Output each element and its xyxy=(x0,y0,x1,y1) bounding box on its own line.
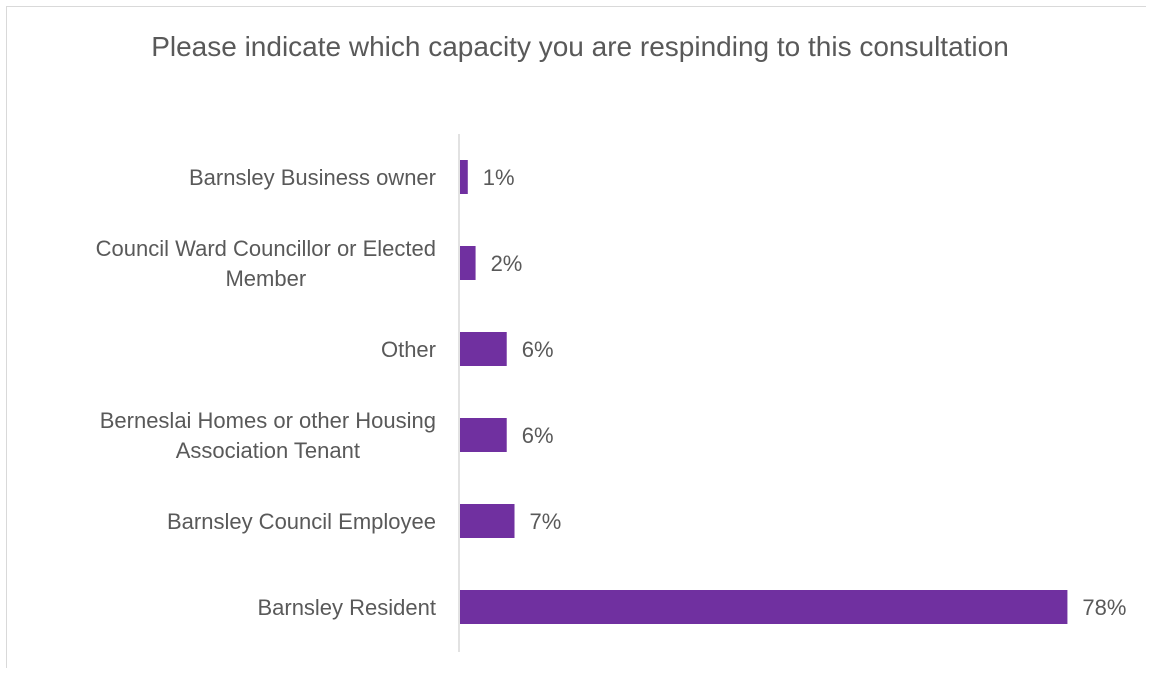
data-label: 2% xyxy=(491,251,523,276)
data-label: 6% xyxy=(522,423,554,448)
category-label: Other xyxy=(381,337,436,362)
data-label: 78% xyxy=(1082,595,1126,620)
data-label: 1% xyxy=(483,165,515,190)
bar xyxy=(460,160,468,194)
category-label: Berneslai Homes or other Housing Associat… xyxy=(100,408,436,463)
chart-frame xyxy=(6,6,1146,668)
category-label: Barnsley Business owner xyxy=(189,165,436,190)
bar xyxy=(460,418,507,452)
data-label: 6% xyxy=(522,337,554,362)
bar xyxy=(460,504,515,538)
bar xyxy=(460,590,1068,624)
category-label: Barnsley Resident xyxy=(257,595,436,620)
category-label: Council Ward Councillor or Elected Member xyxy=(96,236,436,291)
category-label: Barnsley Council Employee xyxy=(167,509,436,534)
data-label: 7% xyxy=(530,509,562,534)
bar xyxy=(460,246,476,280)
bar xyxy=(460,332,507,366)
chart-title: Please indicate which capacity you are r… xyxy=(151,31,1009,62)
